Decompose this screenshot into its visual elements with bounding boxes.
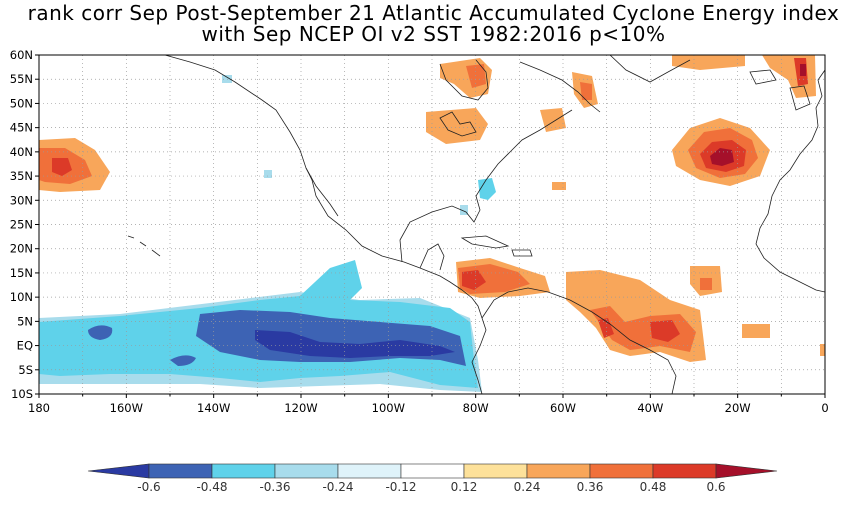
pos-region-gulf-stream-small	[552, 182, 566, 190]
coastline-south-america-north	[481, 287, 677, 394]
y-tick-label: 30N	[10, 193, 33, 207]
x-tick-label: 80W	[463, 401, 489, 415]
y-tick-label: 5N	[17, 314, 33, 328]
pos-region-ne-atlantic-core-2	[800, 64, 806, 76]
pos-region-nw-pacific-core	[52, 158, 72, 176]
coastline-cuba	[460, 235, 510, 249]
x-tick-label: 120W	[284, 401, 317, 415]
x-tick-label: 20W	[725, 401, 751, 415]
x-tick-label: 40W	[637, 401, 663, 415]
y-tick-label: EQ	[17, 339, 33, 353]
colorbar-tick-label: -0.6	[137, 480, 160, 494]
coastlines	[127, 55, 825, 394]
colorbar-tick-label: -0.12	[385, 480, 416, 494]
colorbar-swatch	[400, 463, 465, 479]
colorbar-tick-label: -0.48	[196, 480, 227, 494]
neg-region-north-pacific-small-2	[264, 170, 272, 178]
x-tick-label: 0	[821, 401, 828, 415]
y-tick-label: 25N	[10, 218, 33, 232]
colorbar-swatch	[463, 463, 528, 479]
colorbar-tick-label: 0.48	[640, 480, 667, 494]
colorbar-tick-label: 0.6	[706, 480, 725, 494]
colorbar-end-triangle-right	[715, 463, 778, 479]
colorbar-end-triangle-left	[87, 463, 150, 479]
pos-region-gulf-of-guinea	[820, 344, 825, 356]
colorbar-swatch	[652, 463, 717, 479]
neg-region-florida	[478, 178, 496, 200]
coastline-british-isles	[789, 85, 811, 111]
neg-region-pacific-core	[255, 330, 455, 358]
shaded-correlation-layer	[39, 55, 825, 392]
x-tick-label: 180	[28, 401, 50, 415]
y-tick-label: 10S	[11, 387, 33, 401]
pos-region-tropical-atlantic-core	[598, 318, 614, 338]
coastline-labrador	[519, 61, 601, 113]
colorbar-swatch	[526, 463, 591, 479]
y-tick-label: 40N	[10, 145, 33, 159]
y-tick-label: 55N	[10, 72, 33, 86]
coastline-hudson-bay	[439, 59, 489, 101]
colorbar-swatch	[274, 463, 339, 479]
colorbar-swatch	[148, 463, 213, 479]
coastline-gulf-east	[399, 109, 573, 263]
pos-region-ne-atlantic	[672, 55, 745, 70]
y-tick-label: 10N	[10, 290, 33, 304]
colorbar-tick-label: -0.36	[259, 480, 290, 494]
chart-title: rank corr Sep Post-September 21 Atlantic…	[27, 1, 840, 25]
y-axis: 60N 55N 50N 45N 40N 35N 30N 25N 20N 15N 10N 5N EQ 5S 1…	[10, 48, 39, 401]
neg-region-west-pacific-patch-2	[170, 355, 196, 366]
y-tick-label: 5S	[18, 363, 33, 377]
colorbar-swatch	[589, 463, 654, 479]
pos-region-tropical-atlantic-core-2	[650, 320, 680, 342]
coastline-baja	[305, 167, 339, 217]
colorbar-tick-label: -0.24	[322, 480, 353, 494]
y-tick-label: 35N	[10, 169, 33, 183]
y-tick-label: 60N	[10, 48, 33, 62]
colorbar-swatch	[337, 463, 402, 479]
coastline-north-america-west	[164, 55, 483, 319]
coastline-greenland	[609, 55, 691, 83]
y-tick-label: 45N	[10, 121, 33, 135]
neg-region-west-pacific-patch	[88, 325, 113, 340]
pos-region-labrador-core	[580, 82, 592, 100]
pos-region-caribbean-core	[462, 270, 486, 290]
pos-region-central-atlantic-core	[710, 148, 734, 166]
x-tick-label: 140W	[197, 401, 230, 415]
x-tick-label: 160W	[110, 401, 143, 415]
coastline-yucatan	[419, 243, 445, 271]
coastline-europe-africa	[755, 69, 825, 293]
colorbar-tick-label: 0.36	[577, 480, 604, 494]
colorbar-swatch	[211, 463, 276, 479]
coastline-hispaniola	[511, 249, 533, 257]
coastline-hawaii	[127, 235, 161, 257]
coastline-great-lakes	[439, 111, 477, 137]
pos-region-mid-atlantic-patch-core	[700, 278, 712, 290]
colorbar: -0.6 -0.48 -0.36 -0.24 -0.12 0.12 0.24 0.36 0.48…	[87, 463, 778, 494]
y-tick-label: 20N	[10, 242, 33, 256]
chart-subtitle: with Sep NCEP OI v2 SST 1982:2016 p<10%	[201, 22, 666, 46]
coastline-south-america-west	[471, 317, 487, 394]
y-tick-label: 15N	[10, 266, 33, 280]
x-tick-label: 60W	[550, 401, 576, 415]
x-axis: 180 160W 140W 120W 100W 80W 60W 40W 20W 0	[28, 394, 829, 415]
colorbar-tick-label: 0.12	[451, 480, 478, 494]
coastline-iceland	[749, 69, 777, 85]
pos-region-west-africa-patch	[742, 324, 770, 338]
colorbar-tick-label: 0.24	[514, 480, 541, 494]
x-tick-label: 100W	[372, 401, 405, 415]
y-tick-label: 50N	[10, 96, 33, 110]
